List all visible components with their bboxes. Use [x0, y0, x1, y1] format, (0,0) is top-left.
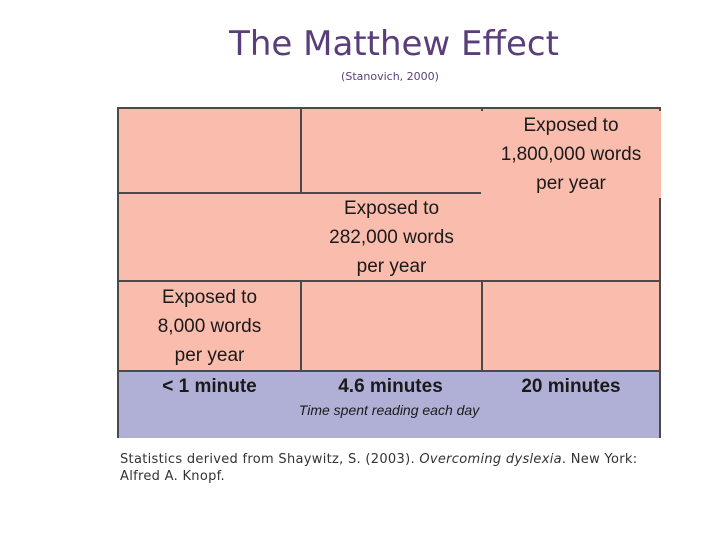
citation-suffix: . New York: Alfred A. Knopf.: [120, 452, 638, 484]
time-label-high: 20 minutes: [521, 376, 621, 397]
matthew-effect-grid: Exposed to 1,800,000 words per year Expo…: [117, 107, 661, 438]
cell-high-line3: per year: [536, 173, 606, 194]
cell-high-line1: Exposed to: [523, 115, 619, 136]
cell-high-line2: 1,800,000 words: [481, 140, 661, 169]
time-axis-band: [119, 372, 659, 438]
row-divider-2: [119, 280, 659, 282]
cell-low-line3: per year: [174, 345, 245, 366]
citation-prefix: Statistics derived from Shaywitz, S. (20…: [120, 452, 420, 467]
cell-low-words-label: words: [205, 316, 262, 337]
time-label-low: < 1 minute: [162, 376, 257, 397]
source-citation: Statistics derived from Shaywitz, S. (20…: [120, 451, 680, 485]
cell-low-exposure: Exposed to 8,000 words per year: [119, 283, 300, 370]
time-label-middle: 4.6 minutes: [338, 376, 443, 397]
cell-low-line1: Exposed to: [161, 287, 258, 308]
cell-low-words-count: 8,000: [157, 316, 206, 337]
row-divider-3: [119, 370, 659, 372]
cell-high-words-label: words: [585, 144, 642, 165]
time-axis-title: Time spent reading each day: [298, 402, 480, 418]
page-subtitle: (Stanovich, 2000): [341, 70, 439, 83]
cell-middle-line3: per year: [356, 256, 427, 277]
cell-low-line2: 8,000 words: [119, 312, 300, 341]
citation-book-title: Overcoming dyslexia: [419, 452, 562, 467]
row-divider-1: [119, 192, 659, 194]
cell-high-words-count: 1,800,000: [500, 144, 586, 165]
cell-middle-line1: Exposed to: [343, 198, 440, 219]
page-title: The Matthew Effect: [229, 24, 559, 64]
cell-middle-exposure: Exposed to 282,000 words per year: [300, 194, 483, 280]
cell-middle-line2: 282,000 words: [300, 223, 483, 252]
cell-high-exposure: Exposed to 1,800,000 words per year: [481, 111, 661, 198]
cell-middle-words-label: words: [397, 227, 454, 248]
cell-middle-words-count: 282,000: [329, 227, 398, 248]
